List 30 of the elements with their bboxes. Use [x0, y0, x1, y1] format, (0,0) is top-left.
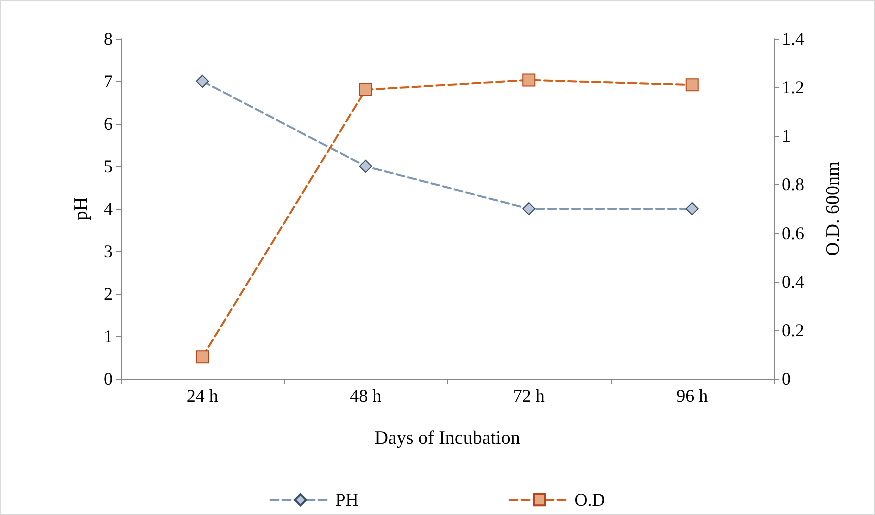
point	[522, 74, 536, 87]
y-tick-label: 5	[104, 156, 113, 176]
point	[686, 78, 699, 92]
y-tick-label: 2	[104, 284, 113, 304]
y-tick-label: 1	[104, 326, 113, 346]
y-tick-label: 6	[104, 114, 113, 134]
y-tick-label: 3	[104, 242, 113, 262]
x-tick-label: 24 h	[186, 386, 218, 406]
y2-tick-label: 0.4	[782, 272, 804, 292]
y2-tick-label: 0.6	[782, 223, 804, 244]
y2-tick-label: 0.8	[782, 174, 804, 195]
y2-tick-label: 1.4	[782, 29, 804, 49]
y-tick-label: 4	[104, 199, 113, 219]
legend-label: O.D	[574, 490, 606, 510]
y-axis-title: pH	[71, 197, 92, 221]
y2-tick-label: 0	[782, 369, 791, 389]
point	[359, 84, 372, 96]
y2-axis-title: O.D. 600nm	[823, 162, 844, 256]
x-tick-label: 72 h	[513, 386, 545, 406]
x-tick-label: 48 h	[350, 386, 382, 406]
y2-tick-label: 1.2	[782, 78, 804, 98]
y-tick-label: 7	[104, 72, 113, 92]
y2-tick-label: 1	[782, 126, 791, 146]
y2-tick-label: 0.2	[782, 320, 804, 340]
y-tick-label: 8	[104, 29, 113, 49]
x-tick-label: 96 h	[676, 386, 708, 406]
y-tick-label: 0	[104, 369, 113, 389]
x-axis-title: Days of Incubation	[374, 428, 521, 449]
point	[196, 350, 210, 364]
legend-label: PH	[336, 490, 359, 510]
